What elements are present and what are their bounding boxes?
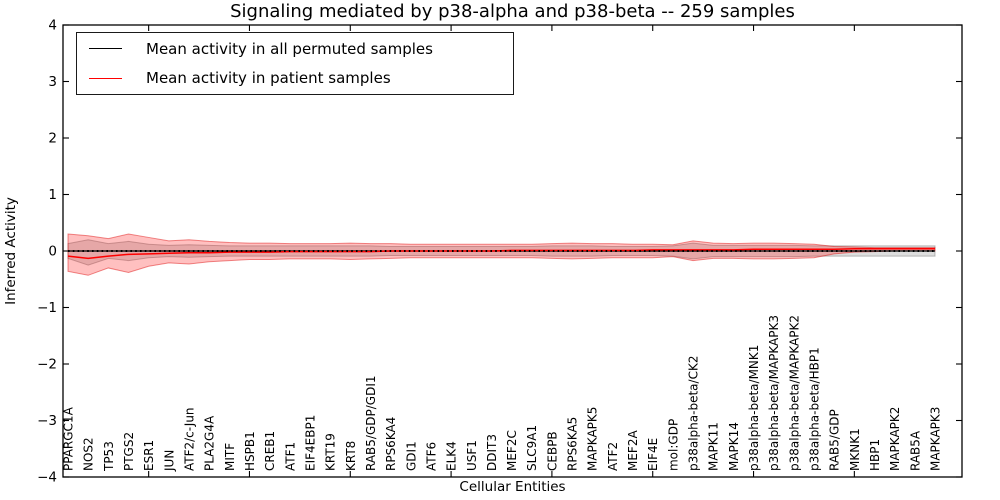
entity-label: DDIT3 — [485, 434, 499, 471]
entity-label: MAPKAPK2 — [888, 407, 902, 471]
entity-label: ATF6 — [424, 442, 438, 471]
entity-label: ESR1 — [142, 440, 156, 471]
entity-label: p38alpha-beta/MAPKAPK2 — [787, 315, 801, 471]
entity-label: RAB5A — [908, 430, 922, 471]
y-tick-labels: 4 3 2 1 0 −1 −2 −3 −4 — [37, 18, 57, 486]
y-tick-label: 4 — [48, 18, 57, 34]
entity-label: PLA2G4A — [203, 415, 217, 471]
entity-label: GDI1 — [404, 441, 418, 471]
entity-label: p38alpha-beta/CK2 — [687, 356, 701, 471]
entity-label: HSPB1 — [243, 431, 257, 471]
entity-label: p38alpha-beta/HBP1 — [808, 347, 822, 471]
entity-label: MAPKAPK3 — [929, 407, 943, 471]
entity-label: MEF2A — [626, 430, 640, 471]
x-tick-labels: PPARGC1A NOS2 TP53 PTGS2 ESR1 JUN ATF2/c-Jun PL… — [62, 315, 943, 472]
legend-item-patient: Mean activity in patient samples — [77, 64, 513, 92]
legend-label-patient: Mean activity in patient samples — [146, 69, 391, 88]
entity-label: PTGS2 — [122, 432, 136, 471]
y-tick-label: 1 — [48, 187, 57, 203]
permuted-band — [67, 239, 936, 266]
entity-label: MITF — [223, 443, 237, 471]
patient-band — [67, 233, 936, 276]
entity-label: SLC9A1 — [525, 425, 539, 471]
entity-label: NOS2 — [82, 437, 96, 471]
y-tick-label: −3 — [37, 413, 57, 429]
tick-marks — [63, 24, 962, 478]
entity-label: RPS6KA4 — [384, 417, 398, 471]
entity-label: mol:GDP — [666, 419, 680, 471]
entity-label: JUN — [162, 450, 176, 472]
entity-label: ATF2/c-Jun — [182, 407, 196, 471]
entity-label: CREB1 — [263, 431, 277, 471]
entity-label: KRT19 — [324, 433, 338, 471]
entity-label: p38alpha-beta/MNK1 — [747, 345, 761, 471]
y-tick-label: −1 — [37, 300, 57, 316]
entity-label: EIF4E — [646, 438, 660, 471]
entity-label: MAPKAPK5 — [586, 407, 600, 471]
x-axis-label: Cellular Entities — [459, 479, 566, 495]
legend-item-permuted: Mean activity in all permuted samples — [77, 35, 513, 63]
legend-label-permuted: Mean activity in all permuted samples — [146, 39, 433, 58]
entity-label: MEF2C — [505, 430, 519, 471]
entity-label: RPS6KA5 — [566, 417, 580, 471]
y-tick-label: −4 — [37, 470, 57, 486]
entity-label: HBP1 — [868, 439, 882, 471]
chart-title: Signaling mediated by p38-alpha and p38-… — [230, 1, 795, 22]
entity-label: RAB5/GDP — [828, 409, 842, 471]
y-tick-label: 2 — [48, 131, 57, 147]
entity-label: ATF2 — [606, 442, 620, 471]
legend-box: Mean activity in all permuted samples Me… — [76, 32, 514, 95]
entity-label: KRT8 — [344, 441, 358, 471]
entity-label: MKNK1 — [848, 428, 862, 471]
black-line-sample-icon — [89, 48, 122, 50]
entity-label: RAB5/GDP/GDI1 — [364, 375, 378, 471]
entity-label: EIF4EBP1 — [303, 415, 317, 471]
entity-label: ATF1 — [283, 442, 297, 471]
y-tick-label: 0 — [48, 244, 57, 260]
entity-label: CEBPB — [545, 431, 559, 471]
entity-label: PPARGC1A — [62, 406, 76, 471]
entity-label: USF1 — [465, 440, 479, 471]
y-tick-label: −2 — [37, 357, 57, 373]
entity-label: p38alpha-beta/MAPKAPK3 — [767, 315, 781, 471]
red-line-sample-icon — [89, 77, 122, 79]
y-tick-label: 3 — [48, 74, 57, 90]
entity-label: ELK4 — [445, 441, 459, 471]
entity-label: MAPK14 — [727, 422, 741, 471]
entity-label: TP53 — [102, 441, 116, 472]
entity-label: MAPK11 — [707, 422, 721, 471]
